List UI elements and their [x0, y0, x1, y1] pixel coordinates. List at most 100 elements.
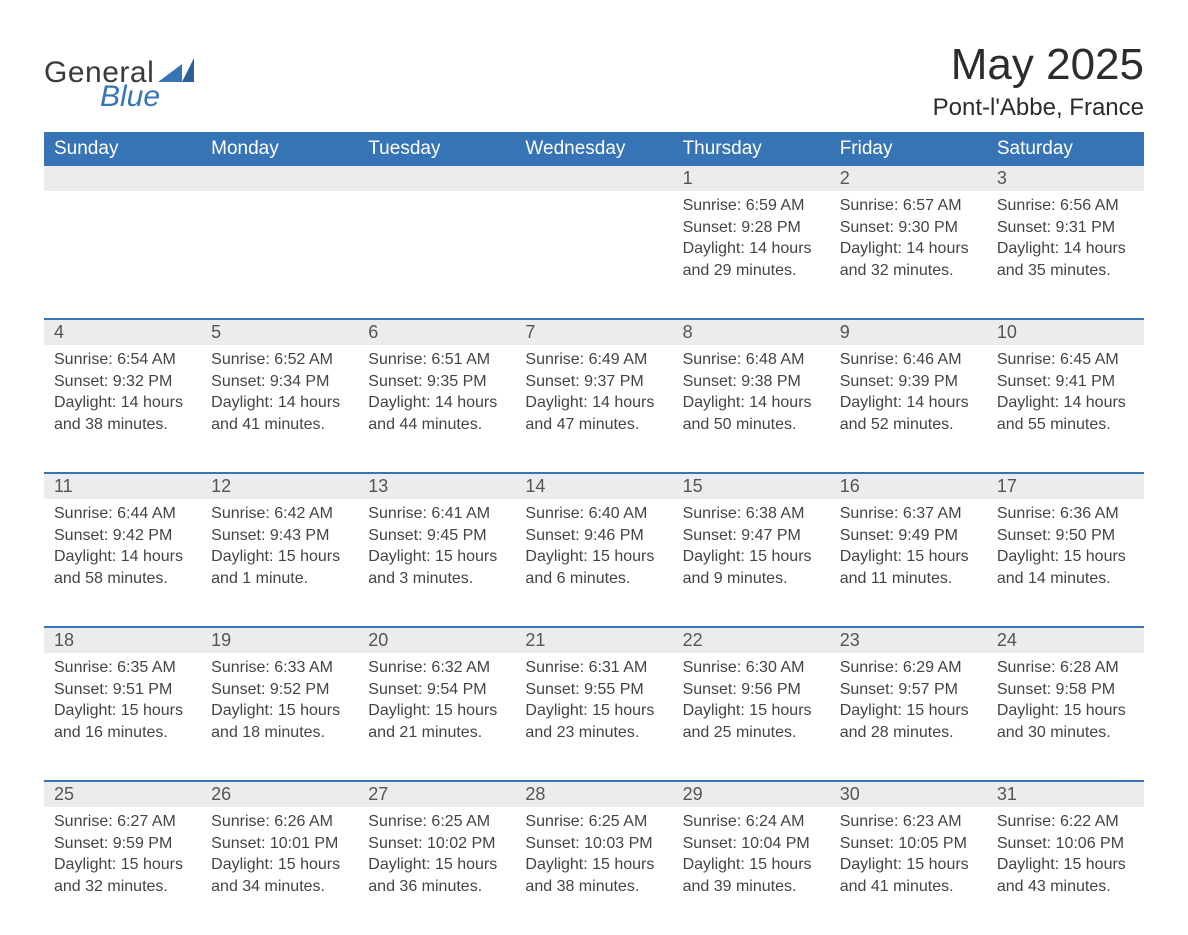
daylight-text: Daylight: 15 hours and 1 minute. [211, 546, 348, 589]
sunset-text: Sunset: 9:39 PM [840, 371, 977, 393]
sunset-text: Sunset: 10:02 PM [368, 833, 505, 855]
day-number: 21 [515, 627, 672, 653]
sunrise-text: Sunrise: 6:45 AM [997, 349, 1134, 371]
day-number: 9 [830, 319, 987, 345]
day-number: 5 [201, 319, 358, 345]
title-block: May 2025 Pont-l'Abbe, France [933, 40, 1144, 122]
sunrise-text: Sunrise: 6:54 AM [54, 349, 191, 371]
sunrise-text: Sunrise: 6:40 AM [525, 503, 662, 525]
sunrise-text: Sunrise: 6:51 AM [368, 349, 505, 371]
sunrise-text: Sunrise: 6:46 AM [840, 349, 977, 371]
day-number: 6 [358, 319, 515, 345]
empty-cell [201, 191, 358, 319]
page-header: General Blue May 2025 Pont-l'Abbe, Franc… [44, 40, 1144, 122]
sunset-text: Sunset: 9:59 PM [54, 833, 191, 855]
daylight-text: Daylight: 14 hours and 58 minutes. [54, 546, 191, 589]
day-number: 18 [44, 627, 201, 653]
day-cell: Sunrise: 6:27 AMSunset: 9:59 PMDaylight:… [44, 807, 201, 935]
sunrise-text: Sunrise: 6:35 AM [54, 657, 191, 679]
sunset-text: Sunset: 9:37 PM [525, 371, 662, 393]
sunset-text: Sunset: 9:55 PM [525, 679, 662, 701]
day-cell: Sunrise: 6:44 AMSunset: 9:42 PMDaylight:… [44, 499, 201, 627]
day-cell: Sunrise: 6:25 AMSunset: 10:02 PMDaylight… [358, 807, 515, 935]
content-row: Sunrise: 6:59 AMSunset: 9:28 PMDaylight:… [44, 191, 1144, 319]
empty-cell [44, 166, 201, 191]
sunrise-text: Sunrise: 6:23 AM [840, 811, 977, 833]
sunrise-text: Sunrise: 6:30 AM [683, 657, 820, 679]
sunrise-text: Sunrise: 6:48 AM [683, 349, 820, 371]
daynum-row: 18192021222324 [44, 627, 1144, 653]
daylight-text: Daylight: 15 hours and 11 minutes. [840, 546, 977, 589]
empty-cell [515, 191, 672, 319]
content-row: Sunrise: 6:54 AMSunset: 9:32 PM Daylight:… [44, 345, 1144, 473]
day-cell: Sunrise: 6:26 AMSunset: 10:01 PMDaylight… [201, 807, 358, 935]
sunset-text: Sunset: 10:03 PM [525, 833, 662, 855]
day-cell: Sunrise: 6:46 AMSunset: 9:39 PMDaylight:… [830, 345, 987, 473]
sunrise-text: Sunrise: 6:44 AM [54, 503, 191, 525]
daylight-text: Daylight: 15 hours and 32 minutes. [54, 854, 191, 897]
sunset-text: Sunset: 9:34 PM [211, 371, 348, 393]
sunset-text: Sunset: 9:32 PM [54, 371, 191, 393]
content-row: Sunrise: 6:35 AMSunset: 9:51 PMDaylight:… [44, 653, 1144, 781]
sunset-text: Sunset: 9:43 PM [211, 525, 348, 547]
day-number: 25 [44, 781, 201, 807]
day-cell: Sunrise: 6:41 AMSunset: 9:45 PMDaylight:… [358, 499, 515, 627]
daylight-text: Daylight: 15 hours and 23 minutes. [525, 700, 662, 743]
empty-cell [358, 166, 515, 191]
brand-text-blue: Blue [100, 82, 194, 112]
sunrise-text: Sunrise: 6:57 AM [840, 195, 977, 217]
daylight-text: Daylight: 15 hours and 6 minutes. [525, 546, 662, 589]
weekday-header: Sunday [44, 132, 201, 166]
day-cell: Sunrise: 6:48 AMSunset: 9:38 PMDaylight:… [673, 345, 830, 473]
day-cell: Sunrise: 6:25 AMSunset: 10:03 PMDaylight… [515, 807, 672, 935]
sunset-text: Sunset: 9:38 PM [683, 371, 820, 393]
day-number: 29 [673, 781, 830, 807]
day-number: 15 [673, 473, 830, 499]
daylight-text: Daylight: 15 hours and 9 minutes. [683, 546, 820, 589]
sunset-text: Sunset: 9:58 PM [997, 679, 1134, 701]
day-number: 23 [830, 627, 987, 653]
sunset-text: Sunset: 10:06 PM [997, 833, 1134, 855]
sunrise-text: Sunrise: 6:29 AM [840, 657, 977, 679]
sunrise-text: Sunrise: 6:28 AM [997, 657, 1134, 679]
weekday-header: Tuesday [358, 132, 515, 166]
day-number: 16 [830, 473, 987, 499]
sunset-text: Sunset: 9:50 PM [997, 525, 1134, 547]
sunrise-text: Sunrise: 6:38 AM [683, 503, 820, 525]
sunset-text: Sunset: 9:28 PM [683, 217, 820, 239]
sunrise-text: Sunrise: 6:37 AM [840, 503, 977, 525]
content-row: Sunrise: 6:27 AMSunset: 9:59 PMDaylight:… [44, 807, 1144, 935]
sunrise-text: Sunrise: 6:33 AM [211, 657, 348, 679]
daylight-text: Daylight: 14 hours and 29 minutes. [683, 238, 820, 281]
calendar-body: 123Sunrise: 6:59 AMSunset: 9:28 PMDaylig… [44, 166, 1144, 935]
sunrise-text: Sunrise: 6:59 AM [683, 195, 820, 217]
day-cell: Sunrise: 6:23 AMSunset: 10:05 PMDaylight… [830, 807, 987, 935]
location-label: Pont-l'Abbe, France [933, 94, 1144, 122]
day-number: 14 [515, 473, 672, 499]
day-number: 19 [201, 627, 358, 653]
daylight-text: Daylight: 15 hours and 34 minutes. [211, 854, 348, 897]
day-cell: Sunrise: 6:52 AMSunset: 9:34 PMDaylight:… [201, 345, 358, 473]
sunset-text: Sunset: 9:41 PM [997, 371, 1134, 393]
day-cell: Sunrise: 6:37 AMSunset: 9:49 PMDaylight:… [830, 499, 987, 627]
daylight-text: Daylight: 15 hours and 21 minutes. [368, 700, 505, 743]
weekday-header: Friday [830, 132, 987, 166]
calendar-table: Sunday Monday Tuesday Wednesday Thursday… [44, 132, 1144, 935]
daynum-row: 25262728293031 [44, 781, 1144, 807]
day-cell: Sunrise: 6:51 AMSunset: 9:35 PMDaylight:… [358, 345, 515, 473]
content-row: Sunrise: 6:44 AMSunset: 9:42 PMDaylight:… [44, 499, 1144, 627]
daylight-text: Daylight: 14 hours and 44 minutes. [368, 392, 505, 435]
weekday-header-row: Sunday Monday Tuesday Wednesday Thursday… [44, 132, 1144, 166]
sunset-text: Sunset: 9:30 PM [840, 217, 977, 239]
daynum-row: 11121314151617 [44, 473, 1144, 499]
sunrise-text: Sunrise: 6:22 AM [997, 811, 1134, 833]
day-cell: Sunrise: 6:29 AMSunset: 9:57 PMDaylight:… [830, 653, 987, 781]
daylight-text: Daylight: 14 hours and 35 minutes. [997, 238, 1134, 281]
day-cell: Sunrise: 6:42 AMSunset: 9:43 PMDaylight:… [201, 499, 358, 627]
day-number: 22 [673, 627, 830, 653]
day-cell: Sunrise: 6:54 AMSunset: 9:32 PMDaylight:… [44, 345, 201, 473]
day-number: 20 [358, 627, 515, 653]
sunset-text: Sunset: 9:49 PM [840, 525, 977, 547]
day-cell: Sunrise: 6:56 AMSunset: 9:31 PMDaylight:… [987, 191, 1144, 319]
day-cell: Sunrise: 6:33 AMSunset: 9:52 PMDaylight:… [201, 653, 358, 781]
